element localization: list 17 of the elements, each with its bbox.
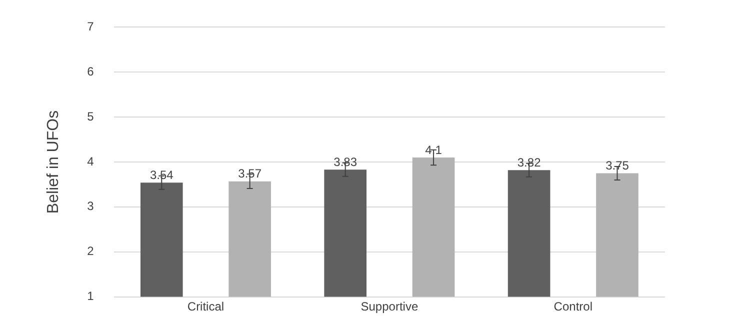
x-tick-label: Control — [554, 299, 592, 314]
data-label: 3.54 — [150, 168, 174, 182]
data-label: 4.1 — [425, 142, 442, 157]
data-label: 3.82 — [517, 155, 542, 170]
data-label: 3.83 — [334, 154, 358, 169]
y-tick-label: 7 — [87, 20, 94, 34]
data-label: 3.75 — [606, 158, 630, 173]
data-label: 3.57 — [238, 166, 262, 181]
y-tick-label: 1 — [87, 289, 94, 304]
x-tick-label: Supportive — [360, 299, 418, 314]
y-axis-title: Belief in UFOs — [45, 110, 62, 214]
y-tick-label: 3 — [87, 199, 94, 214]
y-tick-label: 6 — [87, 64, 94, 78]
y-tick-label: 4 — [87, 154, 94, 168]
y-tick-label: 2 — [87, 244, 94, 258]
y-tick-label: 5 — [87, 109, 94, 124]
x-tick-label: Critical — [187, 299, 224, 314]
